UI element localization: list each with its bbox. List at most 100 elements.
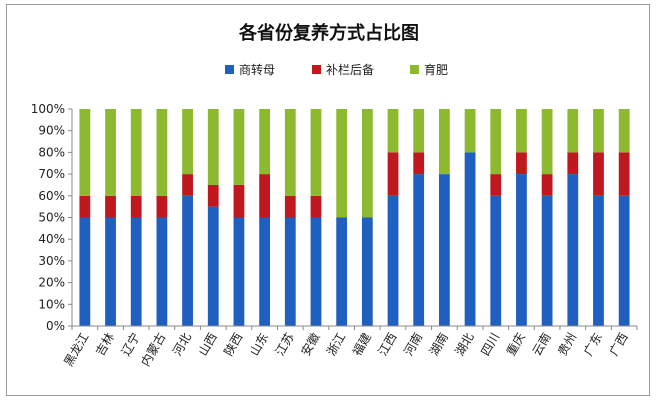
bar-segment-a [233,217,245,326]
bar-segment-b [79,195,91,218]
bar-segment-c [413,109,425,153]
bar-segment-b [310,195,322,218]
bar-segment-c [464,109,476,153]
bar-segment-c [207,109,219,185]
x-tick-label: 云南 [529,330,554,358]
x-tick-label: 四川 [478,331,502,359]
y-tick-label: 80% [38,145,65,159]
bar-segment-a [336,217,348,326]
x-tick-label: 吉林 [93,331,117,359]
bar-segment-b [182,174,193,196]
bar-segment-c [310,109,322,196]
x-tick-label: 河北 [170,331,194,359]
bar-segment-b [541,174,553,196]
bar-segment-c [438,109,450,175]
x-tick-label: 浙江 [324,331,348,359]
y-tick-label: 30% [38,254,65,268]
x-tick-label: 湖南 [426,330,451,358]
bar-segment-a [387,195,399,326]
bar-segment-a [182,195,193,326]
bar-segment-b [413,152,425,175]
chart-frame: 各省份复养方式占比图 商转母 补栏后备 育肥 0% 10% 20% 30% 40% 50% 60… [6,4,650,396]
bar-segment-a [310,217,322,326]
legend: 商转母 补栏后备 育肥 [225,62,448,77]
x-tick-label: 贵州 [555,331,579,359]
chart-title: 各省份复养方式占比图 [238,22,419,44]
bar-segment-c [105,109,116,196]
y-tick-label: 70% [38,167,65,181]
bar-segment-a [618,195,630,326]
x-tick-label: 湖北 [452,330,477,358]
bar-segment-b [284,195,296,218]
bar-segment-b [593,152,604,196]
bar-segment-c [541,109,553,175]
bar-segment-a [284,217,296,326]
bar-segment-b [618,152,630,196]
x-tick-label: 江西 [375,331,399,359]
bars [79,109,630,326]
bar-segment-b [387,152,399,196]
bar-segment-b [207,184,219,207]
y-tick-label: 100% [31,102,65,116]
bar-segment-c [259,109,271,175]
bar-segment-c [361,109,373,218]
legend-swatch-1 [312,65,321,74]
x-tick-label: 广东 [581,331,605,359]
x-tick-label: 辽宁 [118,330,143,358]
y-tick-label: 90% [38,124,65,138]
bar-segment-c [336,109,348,218]
y-tick-label: 40% [38,232,65,246]
y-tick-label: 20% [38,276,65,290]
y-tick-label: 10% [38,297,65,311]
stacked-bar-chart: 各省份复养方式占比图 商转母 补栏后备 育肥 0% 10% 20% 30% 40% 50% 60… [31,22,638,369]
bar-segment-b [233,184,245,218]
x-tick-label: 陕西 [221,330,246,358]
bar-segment-c [284,109,296,196]
bar-segment-b [516,152,527,175]
bar-segment-c [387,109,399,153]
legend-label-0: 商转母 [239,62,275,77]
bar-segment-a [259,217,271,326]
bar-segment-b [259,174,271,218]
bar-segment-b [567,152,579,175]
x-tick-label: 重庆 [504,331,528,359]
x-tick-label: 河南 [400,330,425,358]
bar-segment-a [207,206,219,326]
bar-segment-c [516,109,527,153]
bar-segment-a [130,217,142,326]
bar-segment-b [105,195,116,218]
bar-segment-a [516,174,527,326]
x-tick-label: 山西 [196,331,220,359]
x-tick-label: 福建 [349,330,374,358]
bar-segment-c [233,109,245,185]
x-tick-label: 山东 [247,331,271,359]
bar-segment-c [618,109,630,153]
bar-segment-a [413,174,425,326]
bar-segment-c [79,109,91,196]
legend-label-1: 补栏后备 [326,62,374,77]
bar-segment-a [105,217,116,326]
x-tick-label: 江苏 [273,331,297,359]
legend-swatch-2 [410,65,419,74]
bar-segment-a [541,195,553,326]
bar-segment-a [490,195,502,326]
bar-segment-a [567,174,579,326]
x-tick-label: 内蒙古 [137,330,168,369]
x-tick-label: 黑龙江 [61,331,91,369]
bar-segment-c [156,109,168,196]
y-tick-label: 0% [46,319,65,333]
bar-segment-c [593,109,604,153]
bar-segment-a [593,195,604,326]
bar-segment-c [490,109,502,175]
bar-segment-b [130,195,142,218]
x-tick-label: 广西 [607,331,631,359]
bar-segment-c [130,109,142,196]
bar-segment-a [438,174,450,326]
bar-segment-a [79,217,91,326]
legend-swatch-0 [225,65,234,74]
legend-label-2: 育肥 [424,62,448,77]
bar-segment-a [361,217,373,326]
y-tick-label: 60% [38,189,65,203]
bar-segment-c [567,109,579,153]
